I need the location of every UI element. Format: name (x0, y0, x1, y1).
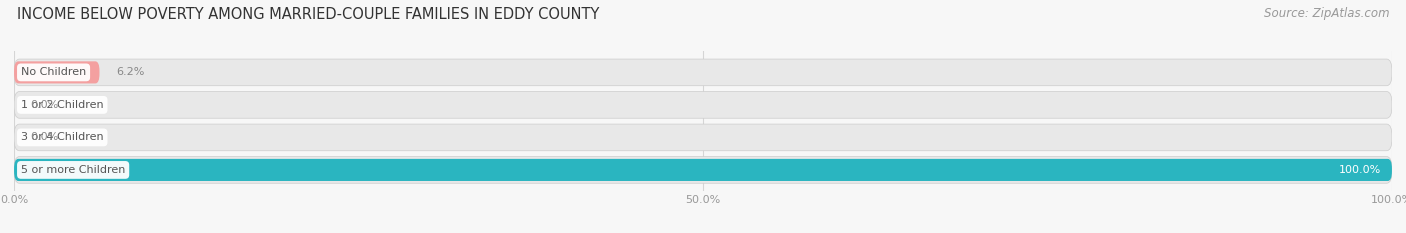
Text: No Children: No Children (21, 67, 86, 77)
FancyBboxPatch shape (14, 59, 1392, 86)
Text: INCOME BELOW POVERTY AMONG MARRIED-COUPLE FAMILIES IN EDDY COUNTY: INCOME BELOW POVERTY AMONG MARRIED-COUPL… (17, 7, 599, 22)
Text: 0.0%: 0.0% (31, 132, 59, 142)
FancyBboxPatch shape (14, 157, 1392, 183)
Text: Source: ZipAtlas.com: Source: ZipAtlas.com (1264, 7, 1389, 20)
Text: 100.0%: 100.0% (1339, 165, 1381, 175)
Text: 3 or 4 Children: 3 or 4 Children (21, 132, 104, 142)
Text: 0.0%: 0.0% (31, 100, 59, 110)
FancyBboxPatch shape (14, 159, 1392, 181)
Text: 1 or 2 Children: 1 or 2 Children (21, 100, 104, 110)
FancyBboxPatch shape (14, 61, 100, 83)
Text: 5 or more Children: 5 or more Children (21, 165, 125, 175)
FancyBboxPatch shape (14, 92, 1392, 118)
FancyBboxPatch shape (14, 124, 1392, 151)
Text: 6.2%: 6.2% (117, 67, 145, 77)
